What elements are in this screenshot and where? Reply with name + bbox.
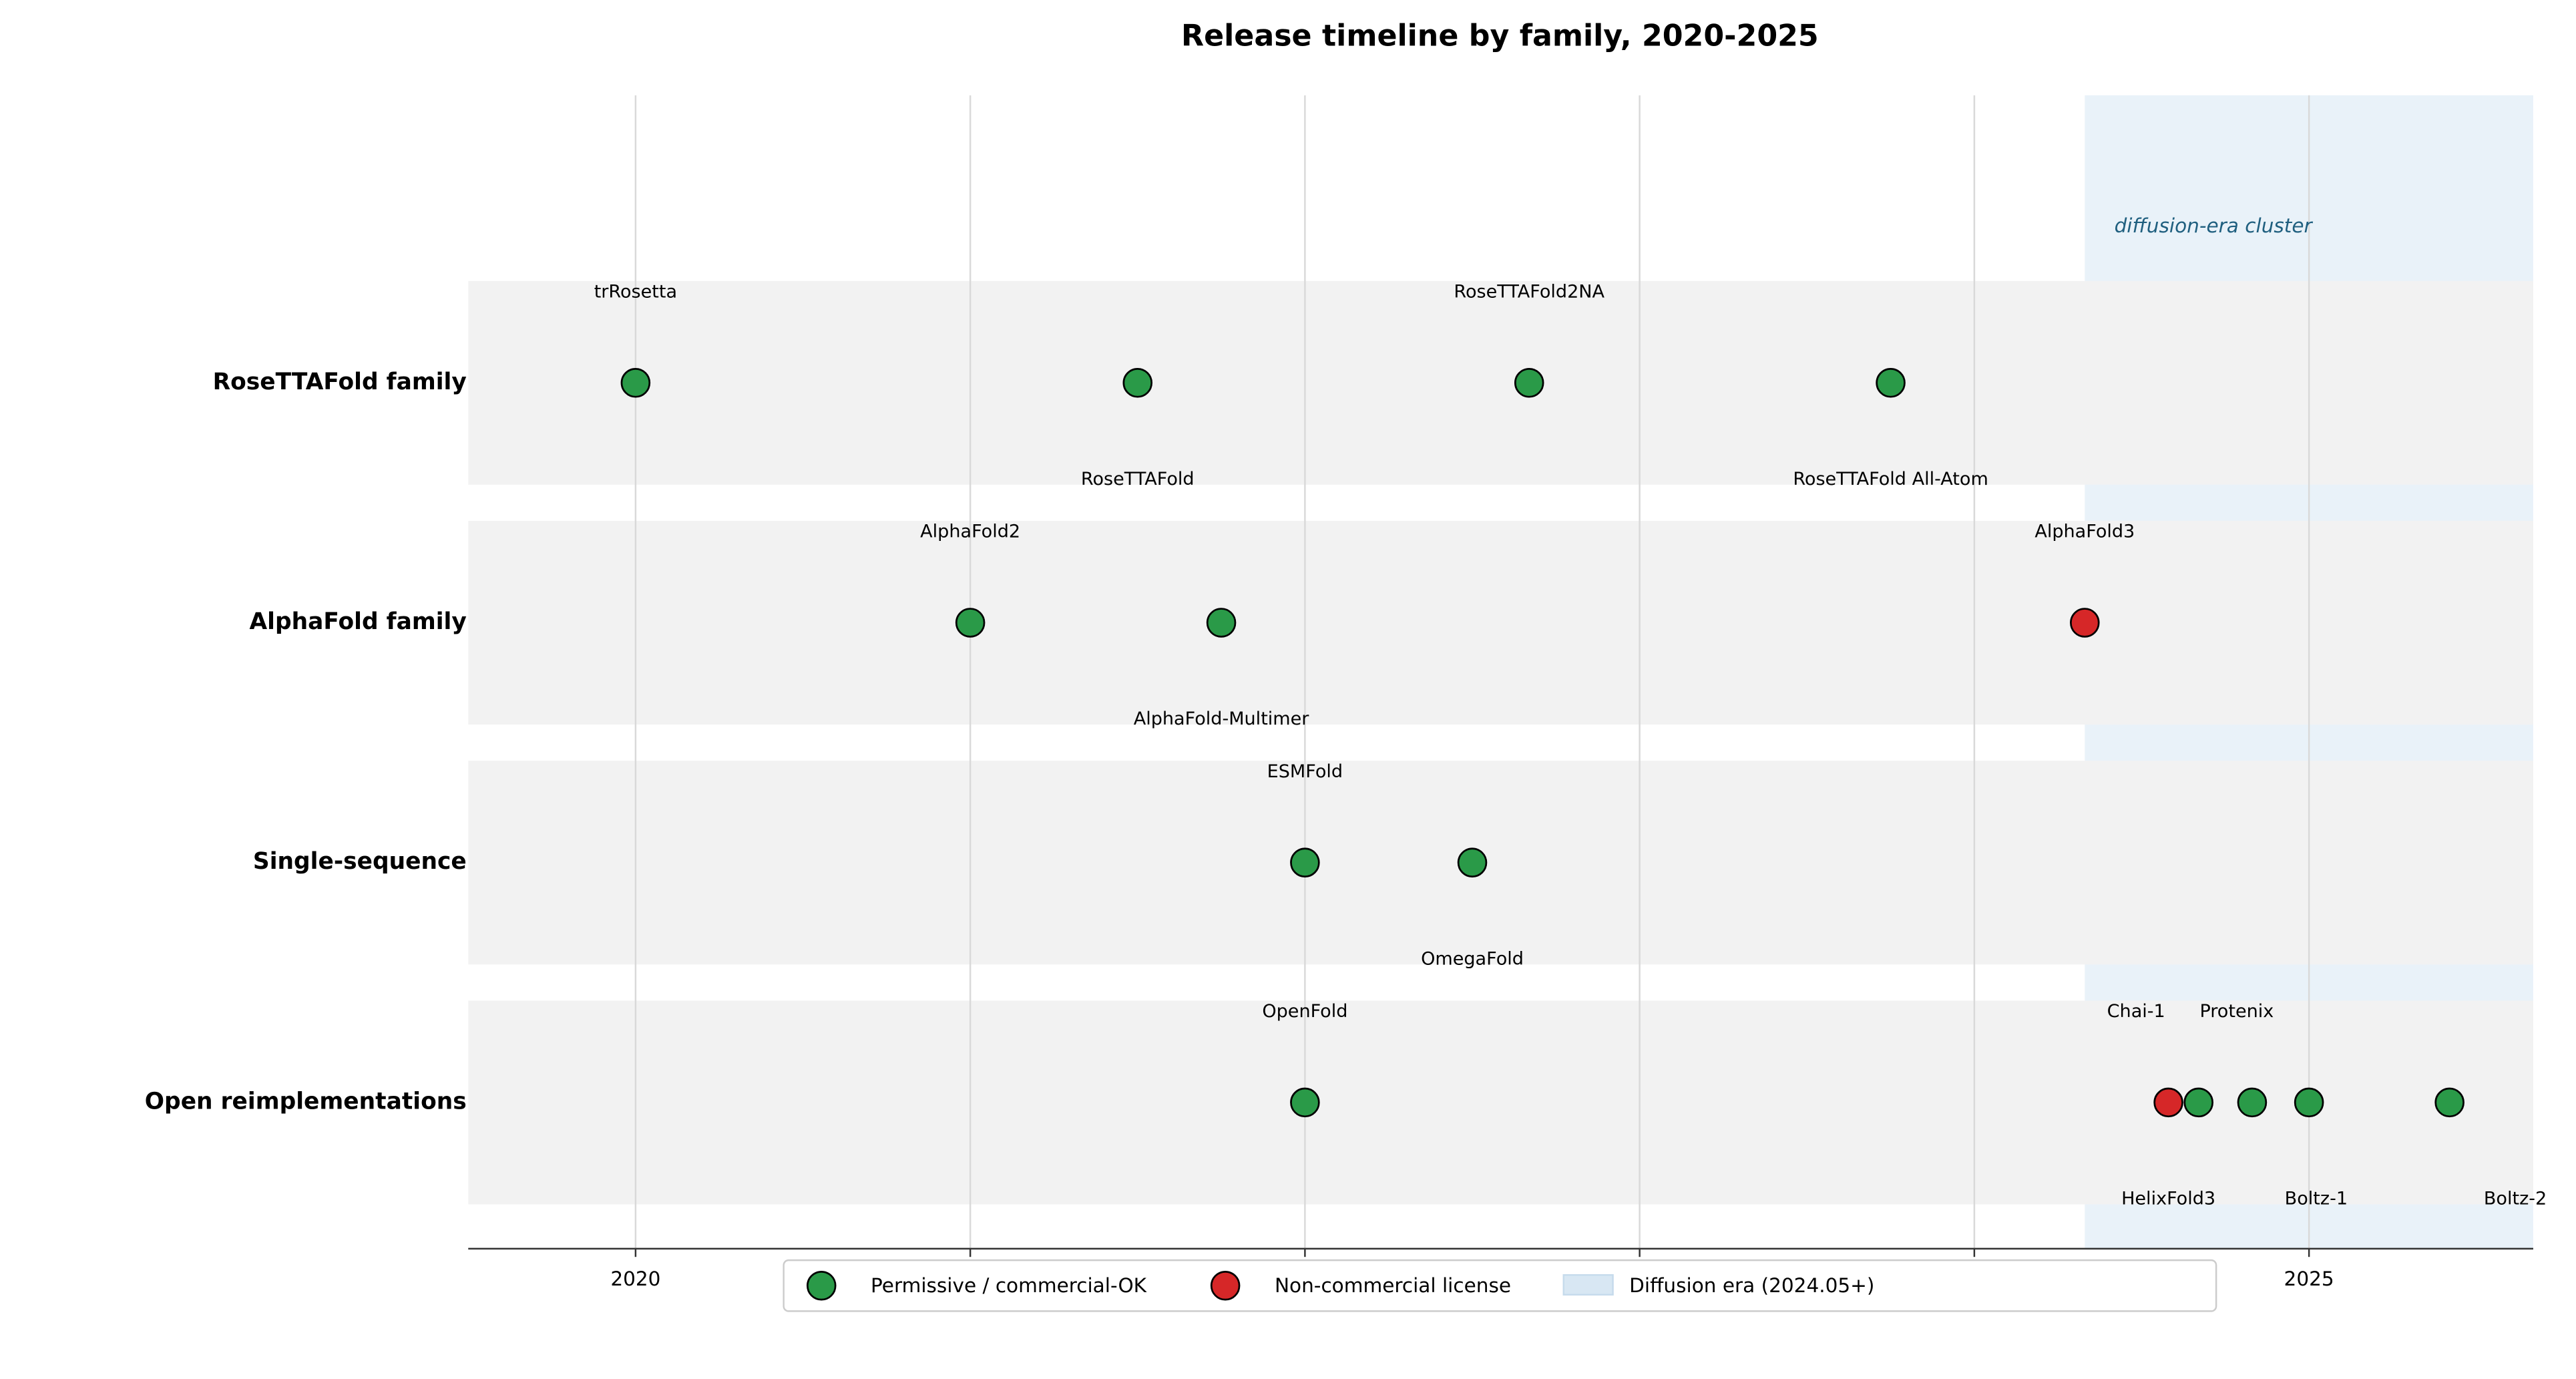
legend-marker	[806, 1270, 837, 1301]
event-point	[955, 608, 986, 638]
event-point	[1206, 608, 1237, 638]
event-label: ESMFold	[1267, 761, 1343, 782]
event-label: AlphaFold3	[2034, 522, 2135, 542]
legend-box	[783, 1259, 2217, 1312]
row-label: Open reimplementations	[145, 1088, 467, 1115]
row-band	[468, 1000, 2533, 1205]
legend-marker	[1210, 1270, 1241, 1301]
event-label: RoseTTAFold	[1081, 469, 1195, 489]
row-band	[468, 520, 2533, 725]
event-point	[2183, 1087, 2213, 1118]
legend: Permissive / commercial-OK Non-commercial…	[783, 1259, 2217, 1312]
event-label: AlphaFold2	[920, 522, 1020, 542]
x-tick-label: 2020	[610, 1267, 660, 1290]
row-band	[468, 761, 2533, 965]
event-point	[2294, 1087, 2324, 1118]
event-label: Protenix	[2199, 1001, 2274, 1022]
row-label: RoseTTAFold family	[213, 369, 467, 395]
row-label: AlphaFold family	[250, 608, 467, 635]
event-point	[1514, 368, 1544, 398]
event-point	[1876, 368, 1906, 398]
event-label: HelixFold3	[2121, 1189, 2215, 1209]
event-point	[1290, 847, 1320, 877]
event-label: trRosetta	[594, 281, 677, 302]
event-point	[2237, 1087, 2268, 1118]
event-label: RoseTTAFold All-Atom	[1793, 469, 1988, 489]
span-annotation: diffusion-era cluster	[2115, 214, 2314, 237]
legend-label: Diffusion era (2024.05+)	[1629, 1274, 1874, 1297]
event-point	[2070, 608, 2100, 638]
legend-label: Non-commercial license	[1275, 1274, 1511, 1297]
event-point	[2153, 1087, 2183, 1118]
chart-title: Release timeline by family, 2020-2025	[1181, 19, 1819, 53]
event-label: Chai-1	[2107, 1001, 2165, 1022]
legend-label: Permissive / commercial-OK	[871, 1274, 1147, 1297]
legend-span-patch	[1562, 1274, 1614, 1296]
event-point	[1290, 1087, 1320, 1118]
event-label: OmegaFold	[1421, 948, 1524, 969]
event-label: RoseTTAFold2NA	[1454, 281, 1604, 302]
event-point	[1122, 368, 1153, 398]
row-band	[468, 280, 2533, 485]
event-label: OpenFold	[1262, 1001, 1347, 1022]
event-point	[620, 368, 651, 398]
x-tick-label: 2025	[2284, 1267, 2334, 1290]
event-label: Boltz-2	[2484, 1189, 2547, 1209]
event-point	[2434, 1087, 2464, 1118]
event-point	[1457, 847, 1488, 877]
event-label: Boltz-1	[2285, 1189, 2348, 1209]
event-label: AlphaFold-Multimer	[1134, 709, 1310, 729]
row-label: Single-sequence	[253, 848, 467, 875]
